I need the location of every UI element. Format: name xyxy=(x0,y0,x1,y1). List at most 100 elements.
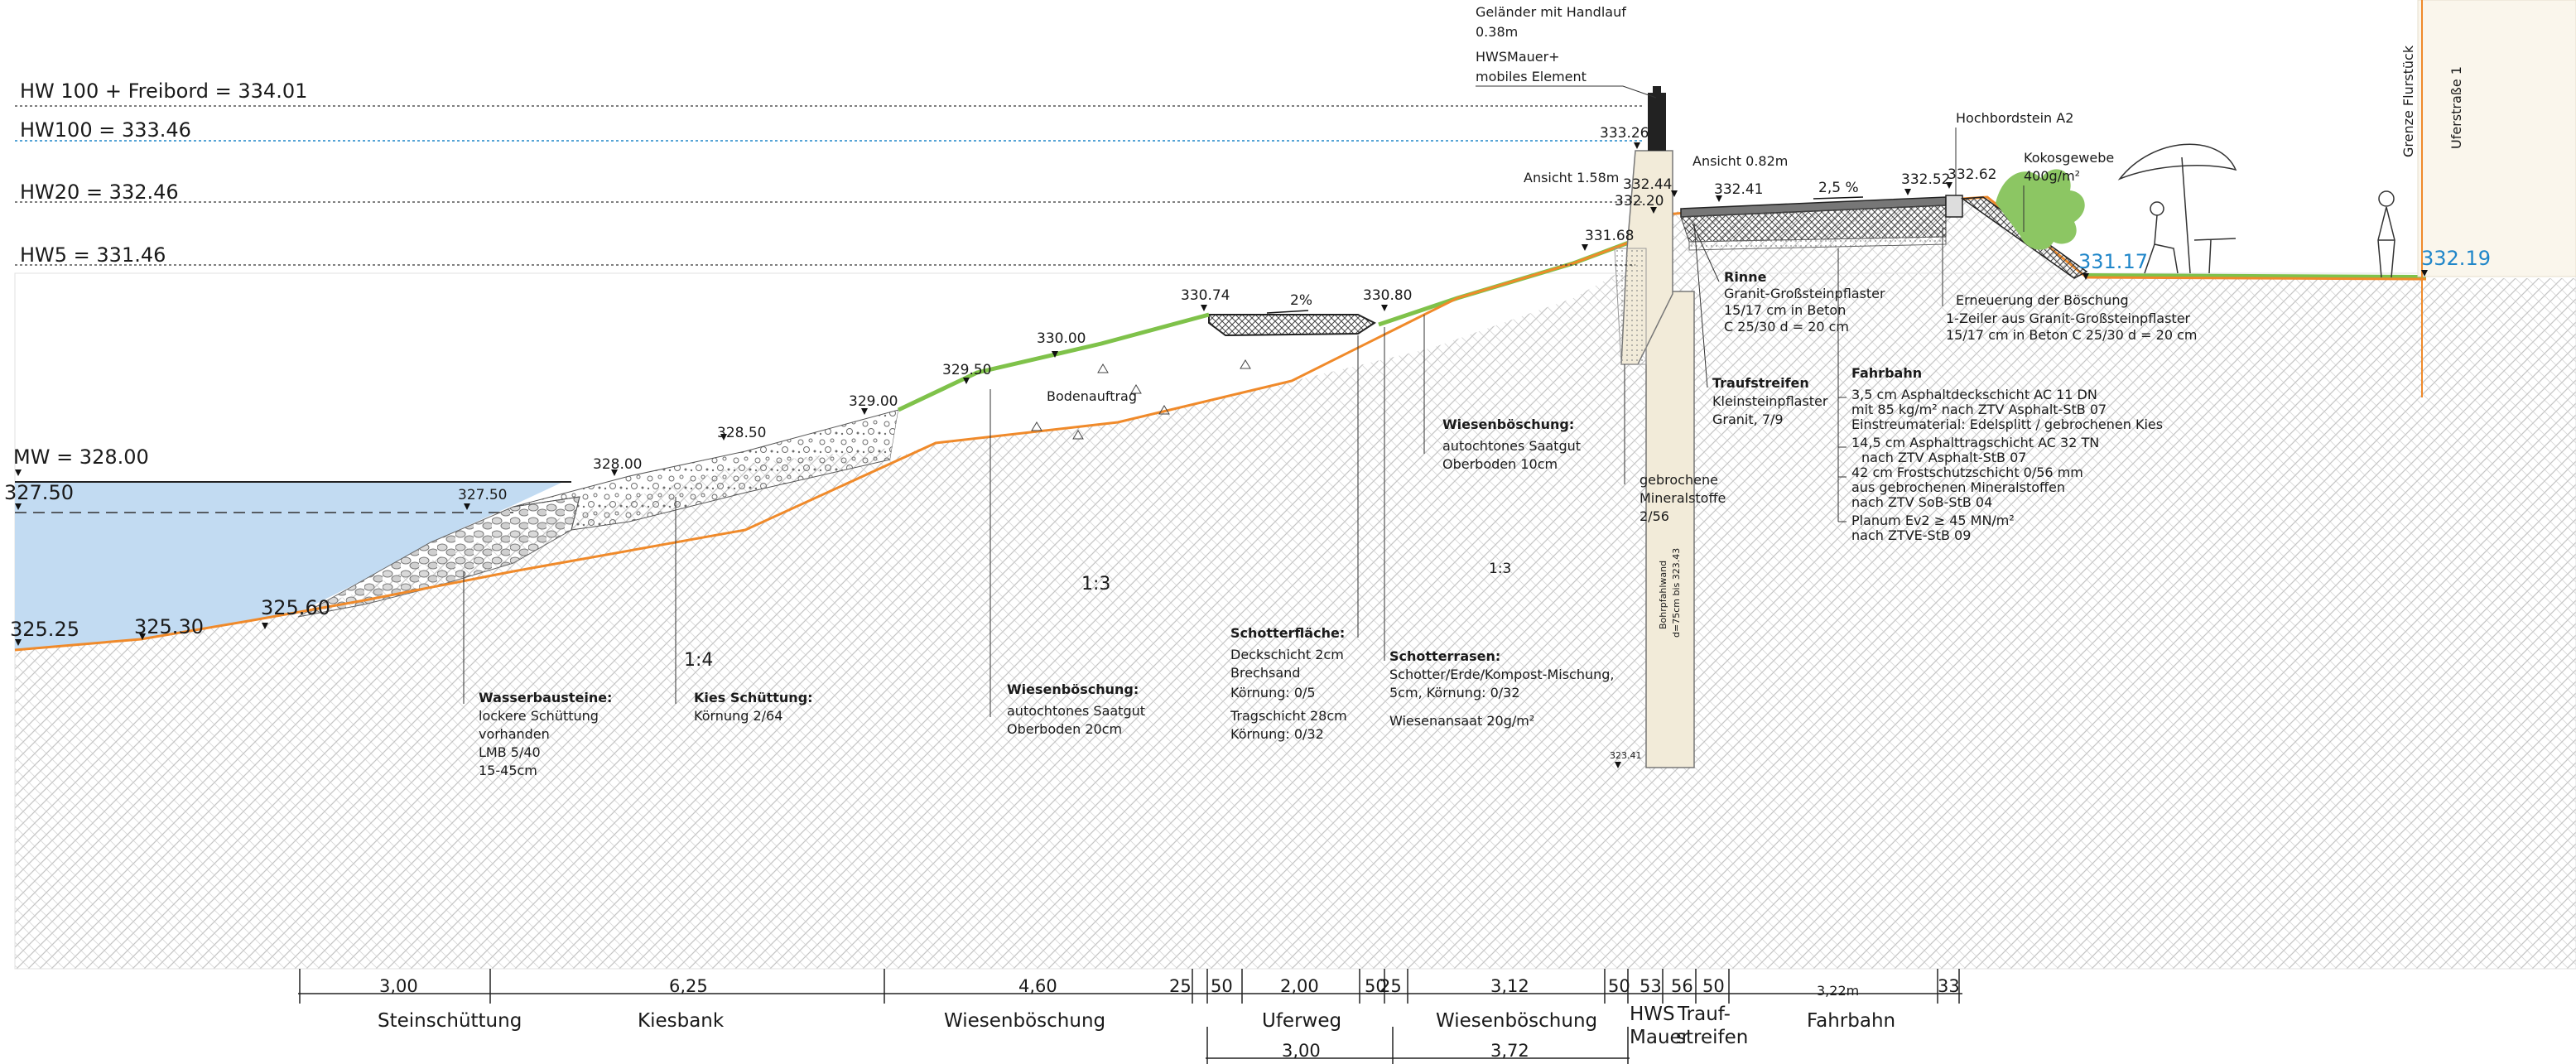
label-hw5: HW5 = 331.46 xyxy=(20,243,166,267)
seg-hws-2: Mauer xyxy=(1630,1027,1690,1048)
label-hw100-freibord: HW 100 + Freibord = 334.01 xyxy=(20,79,307,103)
elev-332-19: 332.19 xyxy=(2421,247,2491,270)
note-kokos-2: 400g/m² xyxy=(2024,168,2080,184)
note-schotterflaeche-3: Körnung: 0/5 xyxy=(1230,685,1316,701)
bored-pile-wall xyxy=(1645,291,1695,768)
grass-slope-lower xyxy=(897,312,1210,412)
dim-4-60: 4,60 xyxy=(1018,976,1057,996)
seg-uferweg: Uferweg xyxy=(1262,1010,1341,1032)
elev-331-17: 331.17 xyxy=(2078,250,2148,273)
slope-2-5pct: 2,5 % xyxy=(1818,180,1859,196)
elev-332-52: 332.52 xyxy=(1901,171,1950,188)
elev-332-20: 332.20 xyxy=(1615,193,1664,209)
elev-328-50: 328.50 xyxy=(717,425,766,441)
dim-3-22m: 3,22m xyxy=(1817,983,1859,999)
slope-2pct: 2% xyxy=(1290,292,1312,309)
note-wiesen-top-1: autochtones Saatgut xyxy=(1442,438,1581,454)
note-fahrbahn-4: 14,5 cm Asphalttragschicht AC 32 TN xyxy=(1851,435,2099,450)
note-rinne-3: C 25/30 d = 20 cm xyxy=(1724,319,1849,335)
note-gelaender-1: Geländer mit Handlauf xyxy=(1476,4,1626,20)
grass-right xyxy=(2086,273,2427,278)
note-schotterflaeche-1: Deckschicht 2cm xyxy=(1230,647,1344,662)
note-fahrbahn-10: nach ZTVE-StB 09 xyxy=(1851,527,1971,543)
note-fahrbahn-1: 3,5 cm Asphaltdeckschicht AC 11 DN xyxy=(1851,387,2097,402)
seg-wiesenboeschung-2: Wiesenböschung xyxy=(1436,1010,1597,1032)
note-fahrbahn-7: aus gebrochenen Mineralstoffen xyxy=(1851,479,2065,495)
seg-wiesenboeschung-1: Wiesenböschung xyxy=(944,1010,1105,1032)
note-schotterrasen-1: Schotter/Erde/Kompost-Mischung, xyxy=(1389,667,1614,682)
bodenauftrag-label: Bodenauftrag xyxy=(1047,388,1137,404)
note-schotterrasen-3: Wiesenansaat 20g/m² xyxy=(1389,713,1534,729)
dim-6-25: 6,25 xyxy=(669,976,708,996)
label-mw: MW = 328.00 xyxy=(13,445,149,469)
note-schotterrasen-2: 5cm, Körnung: 0/32 xyxy=(1389,685,1520,701)
seg-hws-1: HWS xyxy=(1630,1004,1675,1025)
note-wiesen-top-title: Wiesenböschung: xyxy=(1442,416,1574,432)
note-fahrbahn-title: Fahrbahn xyxy=(1851,365,1922,381)
seg-steinschuettung: Steinschüttung xyxy=(378,1010,522,1032)
note-erneuerung-1: Erneuerung der Böschung xyxy=(1956,292,2129,308)
note-bohrpfahl-1: Bohrpfahlwand xyxy=(1658,561,1668,629)
note-hochbord: Hochbordstein A2 xyxy=(1956,110,2073,126)
slope-2pct-arrow xyxy=(1266,310,1309,314)
river-water xyxy=(15,482,563,650)
soil-fill-triangles xyxy=(1031,359,1251,440)
elev-330-00: 330.00 xyxy=(1037,330,1086,347)
note-fahrbahn-6: 42 cm Frostschutzschicht 0/56 mm xyxy=(1851,465,2083,480)
dim-56: 56 xyxy=(1671,976,1693,996)
note-wiesen-top-2: Oberboden 10cm xyxy=(1442,456,1558,472)
note-trauf-1: Kleinsteinpflaster xyxy=(1712,393,1828,409)
note-schotterflaeche-5: Körnung: 0/32 xyxy=(1230,726,1324,742)
slope-1-4: 1:4 xyxy=(684,650,713,671)
note-wasser-1: lockere Schüttung xyxy=(479,708,599,724)
note-wasser-2: vorhanden xyxy=(479,726,550,742)
note-trauf-2: Granit, 7/9 xyxy=(1712,412,1784,427)
note-erneuerung-3: 15/17 cm in Beton C 25/30 d = 20 cm xyxy=(1946,327,2197,343)
railing-post xyxy=(1653,86,1661,94)
note-ansicht-158: Ansicht 1.58m xyxy=(1524,170,1619,185)
note-rinne-title: Rinne xyxy=(1724,269,1767,285)
note-trauf-title: Traufstreifen xyxy=(1712,375,1809,391)
dim-50-d: 50 xyxy=(1702,976,1725,996)
note-fahrbahn-2: mit 85 kg/m² nach ZTV Asphalt-StB 07 xyxy=(1851,402,2107,417)
note-wiesen-bot-1: autochtones Saatgut xyxy=(1007,703,1145,719)
note-wasser-3: LMB 5/40 xyxy=(479,744,541,760)
label-hw100: HW100 = 333.46 xyxy=(20,118,191,142)
gravel-bank xyxy=(513,409,899,531)
seg-trauf-2: streifen xyxy=(1676,1027,1748,1048)
note-kies-title: Kies Schüttung: xyxy=(694,690,813,705)
slope-1-3-left: 1:3 xyxy=(1081,574,1110,595)
elev-328-00: 328.00 xyxy=(593,456,642,473)
note-wiesen-bot-2: Oberboden 20cm xyxy=(1007,721,1122,737)
slope-1-3-right: 1:3 xyxy=(1489,561,1511,577)
note-hws-2: mobiles Element xyxy=(1476,69,1587,84)
note-erneuerung-2: 1-Zeiler aus Granit-Großsteinpflaster xyxy=(1946,311,2191,326)
dim-3-00: 3,00 xyxy=(379,976,418,996)
note-rinne-1: Granit-Großsteinpflaster xyxy=(1724,286,1885,301)
note-kies-1: Körnung 2/64 xyxy=(694,708,782,724)
note-gebrochene-2: Mineralstoffe xyxy=(1639,490,1726,506)
soil-fill-area xyxy=(890,306,1416,460)
leader-rinne xyxy=(1692,223,1720,282)
dim-3-72-sub: 3,72 xyxy=(1490,1041,1529,1061)
note-gebrochene-1: gebrochene xyxy=(1639,472,1718,488)
note-hws-1: HWSMauer+ xyxy=(1476,49,1560,65)
ground-fill xyxy=(15,199,2576,969)
leader-trauf xyxy=(1693,223,1708,388)
elev-325-30: 325.30 xyxy=(134,615,204,638)
note-ansicht-082: Ansicht 0.82m xyxy=(1692,153,1788,169)
dim-33: 33 xyxy=(1938,976,1960,996)
seg-trauf-1: Trauf- xyxy=(1677,1004,1731,1025)
note-fahrbahn-3: Einstreumaterial: Edelsplitt / gebrochen… xyxy=(1851,416,2163,432)
road-frost-layer xyxy=(1688,236,1947,251)
note-wasser-title: Wasserbausteine: xyxy=(479,690,612,705)
note-wiesen-bot-title: Wiesenböschung: xyxy=(1007,681,1139,697)
dim-ticks xyxy=(299,969,1960,1064)
elev-325-60: 325.60 xyxy=(261,596,330,619)
seg-kiesbank: Kiesbank xyxy=(638,1010,725,1032)
dim-2-00: 2,00 xyxy=(1280,976,1319,996)
elev-323-41: 323.41 xyxy=(1610,750,1642,761)
umbrella-figure xyxy=(2117,143,2237,274)
dim-25-a: 25 xyxy=(1169,976,1192,996)
